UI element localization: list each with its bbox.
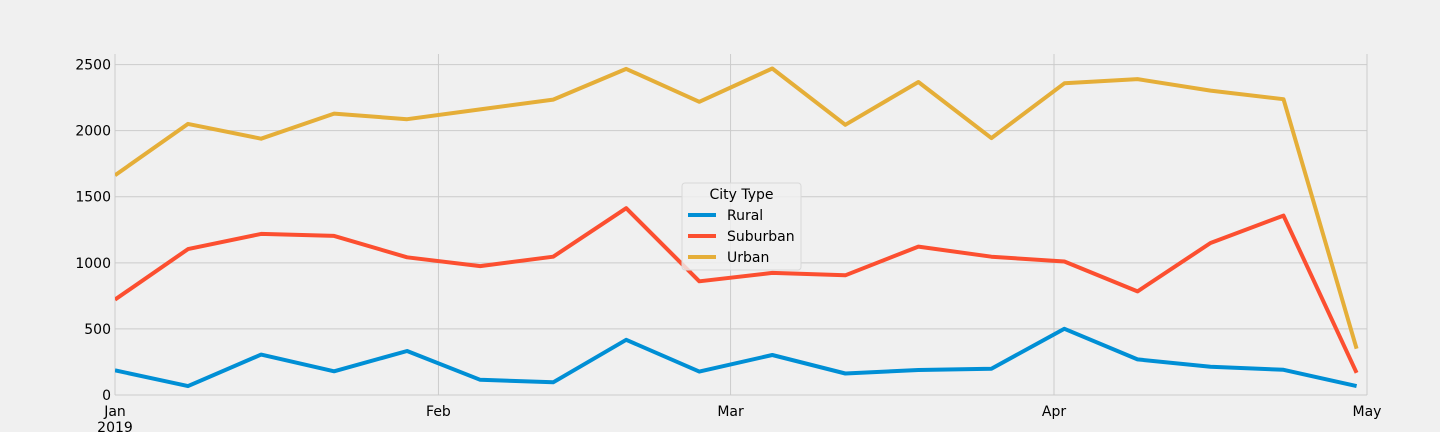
x-tick-label: Apr bbox=[1042, 404, 1066, 420]
x-tick-sublabel: 2019 bbox=[97, 420, 133, 432]
series-line-rural bbox=[115, 326, 1358, 389]
legend-label-rural: Rural bbox=[727, 208, 763, 224]
legend-title: City Type bbox=[709, 187, 773, 203]
y-tick-label: 1500 bbox=[75, 190, 111, 206]
series-line-urban bbox=[115, 66, 1359, 350]
x-tick-label: Feb bbox=[426, 404, 451, 420]
legend-label-urban: Urban bbox=[727, 250, 769, 266]
legend-label-suburban: Suburban bbox=[727, 229, 795, 245]
x-tick-label: Jan bbox=[103, 404, 126, 420]
y-tick-label: 500 bbox=[84, 322, 111, 338]
y-tick-label: 2500 bbox=[75, 58, 111, 74]
x-tick-label: Mar bbox=[717, 404, 744, 420]
legend: City Type Rural Suburban Urban bbox=[681, 182, 802, 271]
series-line-suburban bbox=[115, 206, 1359, 374]
series-lines bbox=[115, 66, 1359, 389]
y-tick-label: 1000 bbox=[75, 256, 111, 272]
y-tick-label: 0 bbox=[102, 388, 111, 404]
x-tick-label: May bbox=[1353, 404, 1382, 420]
y-tick-label: 2000 bbox=[75, 124, 111, 140]
legend-box bbox=[681, 182, 802, 271]
